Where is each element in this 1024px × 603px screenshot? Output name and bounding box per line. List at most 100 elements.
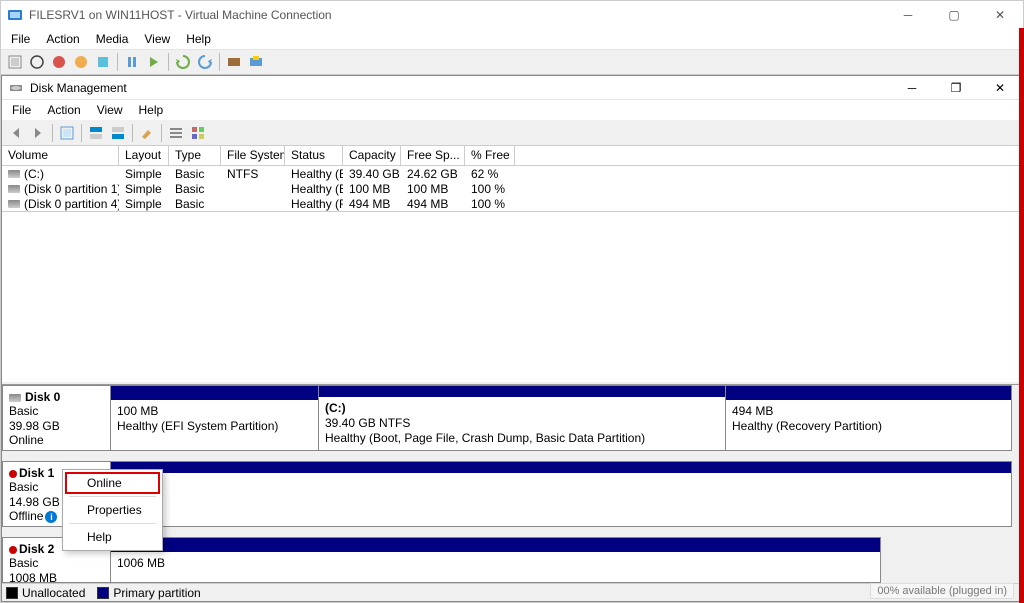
partition[interactable]: (C:)39.40 GB NTFSHealthy (Boot, Page Fil… [319,385,726,451]
partition[interactable]: 494 MBHealthy (Recovery Partition) [726,385,1012,451]
vm-status-strip: 00% available (plugged in) [870,583,1014,599]
vol-status: Healthy (B... [285,167,343,181]
partition-header-bar [111,462,1011,473]
inner-menu-file[interactable]: File [8,101,35,119]
vol-free: 100 MB [401,182,465,196]
checkpoint-icon[interactable] [173,52,193,72]
vol-layout: Simple [119,197,169,211]
disk-type: Basic [9,404,38,418]
col-layout[interactable]: Layout [119,146,169,166]
turn-off-icon[interactable] [49,52,69,72]
menu-view[interactable]: View [140,30,174,48]
disk-context-menu: Online Properties Help [62,469,163,551]
vm-menubar: File Action Media View Help [1,29,1023,49]
vol-name: (Disk 0 partition 4) [24,197,119,211]
vol-type: Basic [169,197,221,211]
vol-capacity: 494 MB [343,197,401,211]
vol-free: 24.62 GB [401,167,465,181]
inner-menu-help[interactable]: Help [135,101,168,119]
disk-name: Disk 1 [19,466,54,480]
share-icon[interactable] [246,52,266,72]
partition[interactable]: 100 MBHealthy (EFI System Partition) [111,385,319,451]
save-icon[interactable] [93,52,113,72]
shutdown-icon[interactable] [71,52,91,72]
vol-type: Basic [169,182,221,196]
reset-icon[interactable] [144,52,164,72]
menu-action[interactable]: Action [42,30,83,48]
col-capacity[interactable]: Capacity [343,146,401,166]
menu-media[interactable]: Media [92,30,133,48]
close-button[interactable]: ✕ [977,1,1023,29]
col-filesystem[interactable]: File System [221,146,285,166]
inner-minimize-button[interactable]: ─ [890,76,934,100]
context-menu-item[interactable]: Online [65,472,160,494]
partition-title: (C:) [325,401,346,415]
grid-icon[interactable] [188,123,208,143]
inner-close-button[interactable]: ✕ [978,76,1022,100]
vol-fs: NTFS [221,167,285,181]
partition-area [111,461,1022,527]
context-menu-item[interactable]: Properties [65,499,160,521]
hyperv-icon [7,7,23,23]
vol-layout: Simple [119,167,169,181]
col-type[interactable]: Type [169,146,221,166]
disk-mgmt-icon [8,80,24,96]
partition-line: Healthy (Boot, Page File, Crash Dump, Ba… [325,431,645,445]
disk-label-pane[interactable]: Disk 0Basic39.98 GBOnline [2,385,111,451]
pause-icon[interactable] [122,52,142,72]
partition-line: Healthy (EFI System Partition) [117,419,278,433]
col-spacer [515,146,1022,166]
volume-list: Volume Layout Type File System Status Ca… [2,146,1022,212]
minimize-button[interactable]: ─ [885,1,931,29]
partition-line: Healthy (Recovery Partition) [732,419,882,433]
volume-header-row: Volume Layout Type File System Status Ca… [2,146,1022,166]
enhanced-session-icon[interactable] [224,52,244,72]
inner-menu-view[interactable]: View [93,101,127,119]
view-top-icon[interactable] [86,123,106,143]
disk-type: Basic [9,556,38,570]
forward-icon[interactable] [28,123,48,143]
back-icon[interactable] [6,123,26,143]
disk-mgmt-toolbar [2,120,1022,146]
partition[interactable]: 1006 MB [111,537,881,583]
maximize-button[interactable]: ▢ [931,1,977,29]
volume-list-empty [2,212,1022,381]
list-icon[interactable] [166,123,186,143]
start-icon[interactable] [27,52,47,72]
ctrl-alt-del-icon[interactable] [5,52,25,72]
vm-title-bar: FILESRV1 on WIN11HOST - Virtual Machine … [1,1,1023,29]
settings-icon[interactable] [137,123,157,143]
legend-unallocated: Unallocated [22,586,85,600]
volume-row[interactable]: (Disk 0 partition 1)SimpleBasicHealthy (… [2,181,1022,196]
partition-line: 39.40 GB NTFS [325,416,410,430]
col-volume[interactable]: Volume [2,146,119,166]
menu-help[interactable]: Help [182,30,215,48]
vol-status: Healthy (R... [285,197,343,211]
col-free[interactable]: Free Sp... [401,146,465,166]
view-bottom-icon[interactable] [108,123,128,143]
partition-line: 494 MB [732,404,773,418]
context-menu-item[interactable]: Help [65,526,160,548]
inner-maximize-button[interactable]: ❐ [934,76,978,100]
vol-pct: 100 % [465,182,515,196]
legend-bar: Unallocated Primary partition [2,583,1022,601]
partition[interactable] [111,461,1012,527]
partition-line: 1006 MB [117,556,165,570]
disk-type: Basic [9,480,38,494]
partition-header-bar [319,386,725,397]
menu-file[interactable]: File [7,30,34,48]
disk-mgmt-menubar: File Action View Help [2,100,1022,120]
partition-area: 1006 MB [111,537,1022,583]
revert-icon[interactable] [195,52,215,72]
partition-area: 100 MBHealthy (EFI System Partition)(C:)… [111,385,1022,451]
col-pct[interactable]: % Free [465,146,515,166]
vol-name: (Disk 0 partition 1) [24,182,119,196]
refresh-icon[interactable] [57,123,77,143]
volume-row[interactable]: (Disk 0 partition 4)SimpleBasic Healthy (… [2,196,1022,211]
inner-menu-action[interactable]: Action [43,101,84,119]
col-status[interactable]: Status [285,146,343,166]
vol-capacity: 39.40 GB [343,167,401,181]
disk-mgmt-title-bar: Disk Management ─ ❐ ✕ [2,76,1022,100]
volume-row[interactable]: (C:)SimpleBasicNTFSHealthy (B...39.40 GB… [2,166,1022,181]
vol-status: Healthy (E... [285,182,343,196]
